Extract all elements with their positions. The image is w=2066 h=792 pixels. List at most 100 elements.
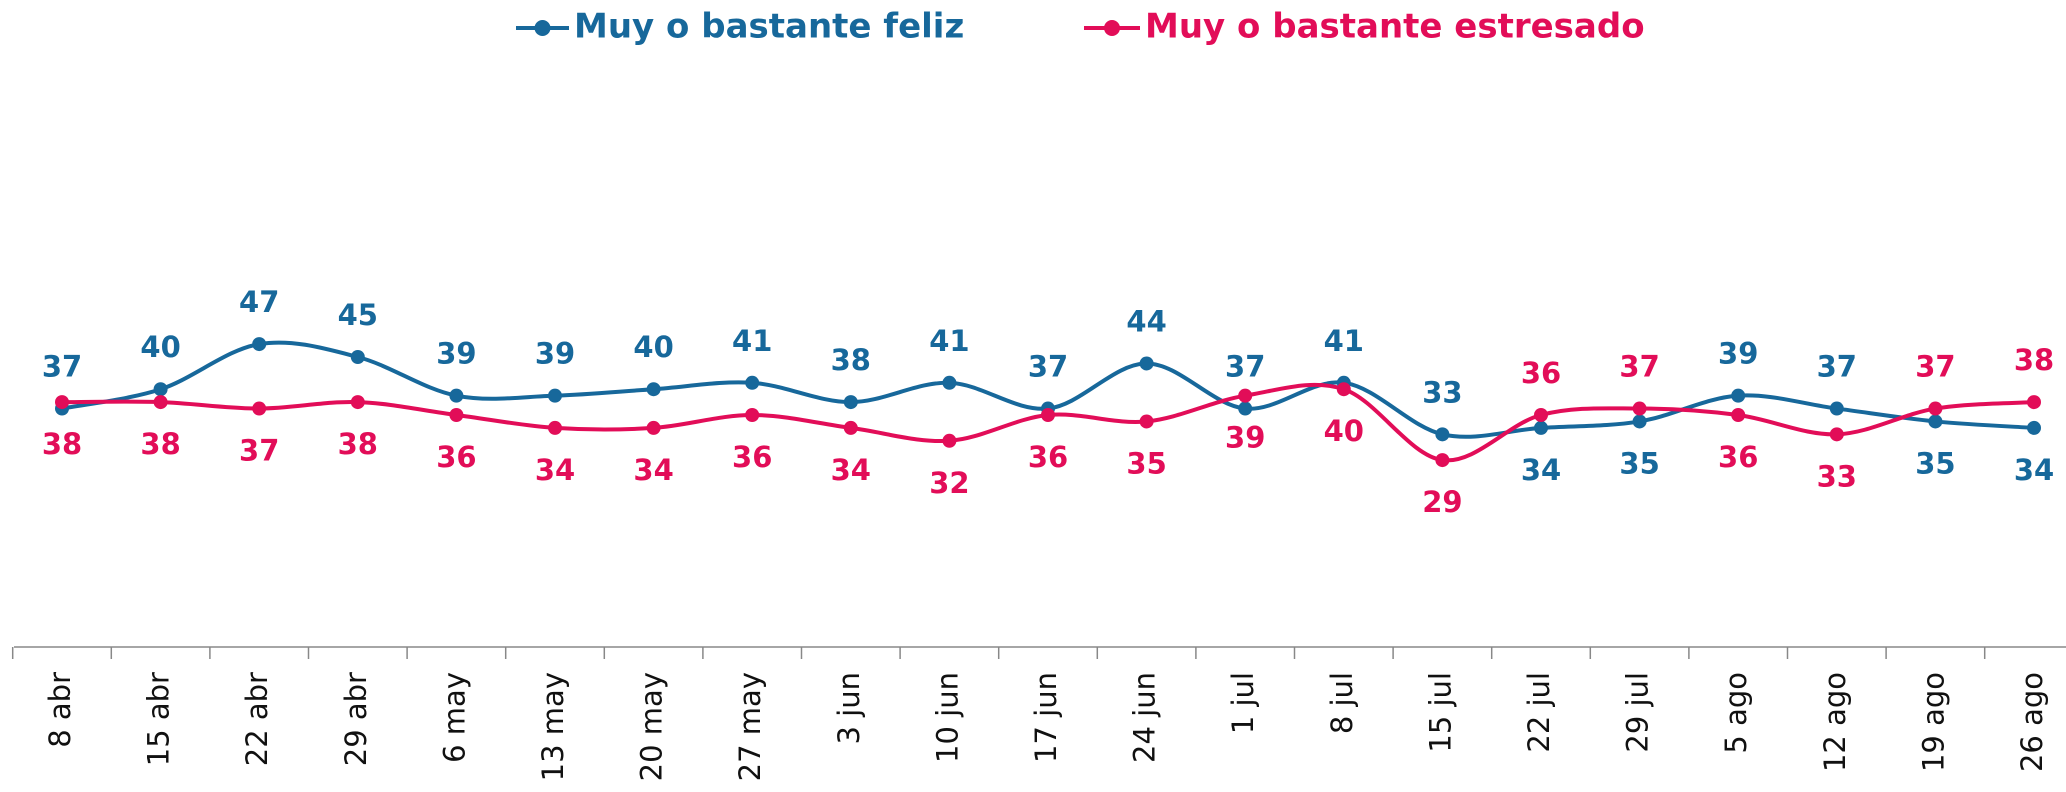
data-label: 32 xyxy=(929,466,969,500)
data-point xyxy=(1139,414,1154,429)
data-point xyxy=(745,408,760,422)
x-tick-label: 6 may xyxy=(437,672,471,763)
data-point xyxy=(942,375,957,390)
data-label: 37 xyxy=(1915,350,1955,384)
data-point xyxy=(1928,401,1943,416)
x-tick-label: 27 may xyxy=(733,672,767,781)
x-tick-label: 3 jun xyxy=(832,672,866,745)
data-point xyxy=(745,375,760,390)
data-label: 34 xyxy=(831,453,871,487)
data-point xyxy=(252,337,267,352)
data-label: 37 xyxy=(1619,350,1659,384)
data-point xyxy=(449,388,464,403)
data-label: 37 xyxy=(1028,350,1068,384)
data-point xyxy=(1435,453,1450,468)
data-point xyxy=(1238,388,1253,403)
x-tick-label: 29 abr xyxy=(339,672,373,766)
data-label: 41 xyxy=(732,324,772,358)
data-label: 38 xyxy=(2014,343,2054,377)
data-point xyxy=(153,395,168,410)
data-point xyxy=(1238,401,1253,416)
data-point xyxy=(1336,382,1351,397)
data-point xyxy=(1534,420,1548,435)
data-label: 35 xyxy=(1619,446,1659,480)
data-label: 44 xyxy=(1126,304,1166,338)
x-tick-label: 8 jul xyxy=(1325,672,1359,734)
data-point xyxy=(942,433,957,448)
x-tick-label: 20 may xyxy=(635,672,669,781)
x-tick-label: 22 abr xyxy=(240,672,274,766)
x-tick-label: 13 may xyxy=(536,672,570,781)
data-label: 36 xyxy=(732,440,772,474)
data-label: 34 xyxy=(535,453,575,487)
x-tick-label: 24 jun xyxy=(1128,672,1162,763)
data-label: 39 xyxy=(436,337,476,371)
x-tick-label: 1 jul xyxy=(1226,672,1260,734)
data-label: 37 xyxy=(239,434,279,468)
data-label: 41 xyxy=(929,324,969,358)
data-point xyxy=(1632,414,1647,429)
data-point xyxy=(1928,414,1943,429)
data-label: 41 xyxy=(1324,324,1364,358)
x-tick-label: 5 ago xyxy=(1719,672,1753,754)
data-point xyxy=(1534,408,1548,422)
data-label: 33 xyxy=(1817,459,1857,493)
data-point xyxy=(646,420,661,435)
data-point xyxy=(2027,395,2041,410)
x-tick-label: 12 ago xyxy=(1818,672,1852,772)
data-label: 47 xyxy=(239,285,279,319)
data-label: 35 xyxy=(1126,446,1166,480)
data-point xyxy=(1632,401,1647,416)
data-label: 33 xyxy=(1422,375,1462,409)
data-point xyxy=(449,408,464,422)
data-label: 36 xyxy=(1521,356,1561,390)
data-point xyxy=(646,382,661,397)
legend-marker xyxy=(534,20,551,36)
x-tick-label: 15 abr xyxy=(142,672,176,766)
data-point xyxy=(55,395,69,410)
data-label: 40 xyxy=(1324,414,1364,448)
data-label: 37 xyxy=(1225,350,1265,384)
data-point xyxy=(548,388,562,403)
x-tick-label: 8 abr xyxy=(43,672,77,748)
data-point xyxy=(1435,427,1450,442)
legend-marker xyxy=(1104,20,1120,36)
data-point xyxy=(548,420,562,435)
data-label: 35 xyxy=(1915,446,1955,480)
data-point xyxy=(843,395,858,410)
legend-label: Muy o bastante feliz xyxy=(574,7,964,47)
data-label: 39 xyxy=(1225,421,1265,455)
data-point xyxy=(1139,356,1154,371)
legend-label: Muy o bastante estresado xyxy=(1145,7,1645,47)
x-tick-label: 10 jun xyxy=(930,672,964,763)
data-label: 39 xyxy=(535,337,575,371)
data-point xyxy=(1731,408,1746,422)
data-label: 38 xyxy=(338,427,378,461)
data-label: 38 xyxy=(140,427,180,461)
data-label: 37 xyxy=(1817,350,1857,384)
data-label: 36 xyxy=(1028,440,1068,474)
data-label: 36 xyxy=(436,440,476,474)
data-label: 39 xyxy=(1718,337,1758,371)
data-label: 45 xyxy=(338,298,378,332)
data-point xyxy=(1829,401,1844,416)
data-label: 38 xyxy=(42,427,82,461)
data-label: 40 xyxy=(633,330,673,364)
x-tick-label: 29 jul xyxy=(1621,672,1655,753)
data-label: 34 xyxy=(2014,453,2054,487)
x-tick-label: 19 ago xyxy=(1916,672,1950,772)
data-label: 37 xyxy=(42,350,82,384)
data-point xyxy=(2027,420,2041,435)
data-point xyxy=(1829,427,1844,442)
data-point xyxy=(843,420,858,435)
data-point xyxy=(350,395,365,410)
x-tick-label: 15 jul xyxy=(1423,672,1457,753)
data-label: 36 xyxy=(1718,440,1758,474)
data-label: 40 xyxy=(140,330,180,364)
data-point xyxy=(1041,408,1055,422)
data-point xyxy=(252,401,267,416)
series-line xyxy=(61,382,2035,463)
data-label: 34 xyxy=(1521,453,1561,487)
x-tick-label: 22 jul xyxy=(1522,672,1556,753)
